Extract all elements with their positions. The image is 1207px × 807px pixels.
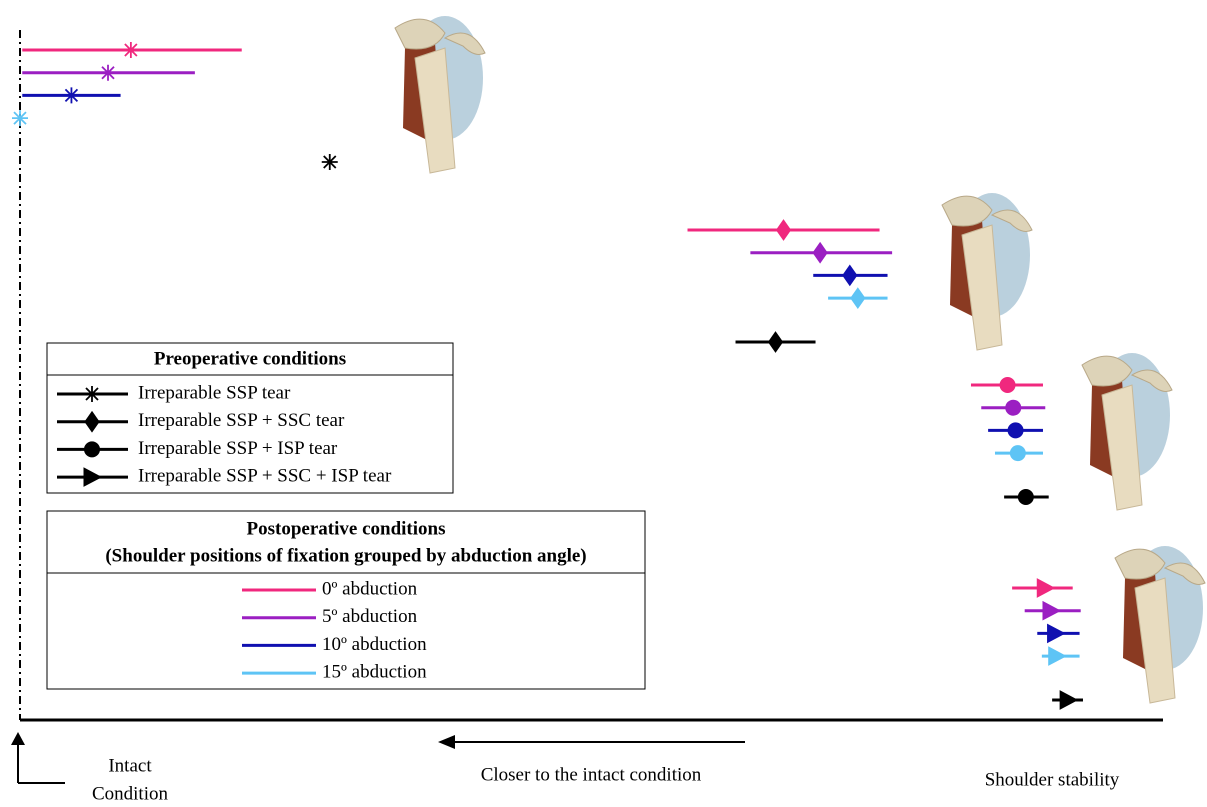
marker [1049,647,1066,665]
legend-label: Irreparable SSP + SSC + ISP tear [138,465,392,486]
legend-marker [84,386,100,402]
shoulder-image [395,16,485,173]
legend-label: 5º abduction [322,606,418,627]
marker [1060,691,1077,709]
direction-arrow-head [438,735,455,749]
marker [851,288,865,308]
marker [123,42,139,58]
marker [322,154,338,170]
legend-marker [85,442,100,457]
arrow-label: Closer to the intact condition [481,764,702,785]
marker [843,265,857,285]
legend-label: Irreparable SSP + SSC tear [138,410,345,431]
intact-label: Condition [92,783,169,804]
legend-label: 10º abduction [322,634,427,655]
shoulder-image [942,193,1032,350]
legend-label: Irreparable SSP + ISP tear [138,438,338,459]
marker [769,332,783,352]
legend-label: 0º abduction [322,578,418,599]
intact-arrow-head [11,732,25,745]
marker [1000,378,1015,393]
legend-title: Preoperative conditions [154,348,346,369]
intact-arrow [18,742,65,783]
marker [1006,400,1021,415]
page: {"chart_data": { "type": "range", "xlim"… [0,0,1207,807]
marker [813,243,827,263]
marker [12,110,28,126]
legend-title: Postoperative conditions [247,518,446,539]
x-axis-label: Shoulder stability [985,769,1120,790]
marker [63,87,79,103]
legend-label: Irreparable SSP tear [138,382,291,403]
marker [1018,490,1033,505]
shoulder-image [1082,353,1172,510]
marker [1008,423,1023,438]
shoulder-image [1115,546,1205,703]
chart: Intact Condition Closer to the intact co… [0,0,1207,807]
marker [1048,624,1065,642]
marker [1037,579,1054,597]
legend-label: 15º abduction [322,661,427,682]
marker [1010,446,1025,461]
intact-label: Intact [108,755,152,776]
legend-subtitle: (Shoulder positions of fixation grouped … [105,545,586,566]
marker [100,65,116,81]
marker [1043,602,1060,620]
marker [777,220,791,240]
